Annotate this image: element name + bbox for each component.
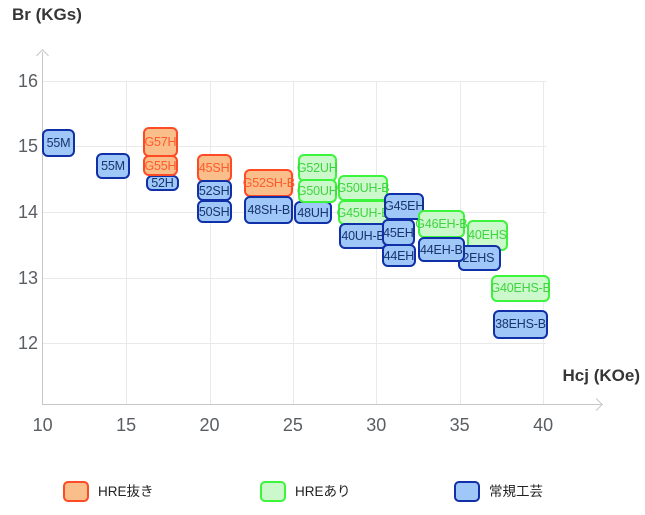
grade-box-50sh[interactable]: 50SH xyxy=(196,200,232,224)
grade-box-g52uh[interactable]: G52UH xyxy=(297,153,338,182)
gridline-h-15 xyxy=(42,146,546,148)
grade-box-g46eh-b[interactable]: G46EH-B xyxy=(415,209,468,239)
x-tick-30: 30 xyxy=(366,415,387,435)
legend: HRE抜き HREあり 常規工芸 xyxy=(0,481,645,507)
grade-box-40uh-b[interactable]: 40UH-B xyxy=(339,223,387,249)
gridline-v-15 xyxy=(126,80,128,405)
gridline-v-40 xyxy=(543,80,545,405)
grade-box-55m[interactable]: 55M xyxy=(96,152,130,180)
grade-box-52h[interactable]: 52H xyxy=(145,174,179,191)
grade-box-55m[interactable]: 55M xyxy=(42,129,76,157)
grade-box-48sh-b[interactable]: 48SH-B xyxy=(244,196,294,224)
grade-box-g40ehs-b[interactable]: G40EHS-B xyxy=(490,274,551,302)
legend-swatch-green xyxy=(260,481,286,502)
grade-box-g57h[interactable]: G57H xyxy=(142,126,179,158)
gridline-h-13 xyxy=(42,277,546,279)
grade-box-48uh[interactable]: 48UH xyxy=(293,201,333,225)
grade-box-g50uh-b[interactable]: G50UH-B xyxy=(337,175,390,202)
grade-box-44eh-b[interactable]: 44EH-B xyxy=(417,236,466,263)
grade-box-45sh[interactable]: 45SH xyxy=(196,154,232,182)
gridline-h-16 xyxy=(42,80,546,82)
legend-label: HRE抜き xyxy=(98,484,154,499)
legend-label: HREあり xyxy=(295,484,351,499)
grade-box-52sh[interactable]: 52SH xyxy=(196,179,232,202)
y-tick-12: 12 xyxy=(17,333,38,354)
grade-box-g45uh-b[interactable]: G45UH-B xyxy=(337,200,390,225)
legend-label: 常規工芸 xyxy=(489,484,543,499)
x-tick-25: 25 xyxy=(282,415,303,435)
gridline-v-20 xyxy=(209,80,211,405)
y-axis-arrow-icon xyxy=(36,49,49,62)
y-axis-title: Br (KGs) xyxy=(12,5,82,24)
x-axis-line xyxy=(42,404,601,405)
y-tick-15: 15 xyxy=(17,136,38,157)
legend-item-hre-added[interactable]: HREあり xyxy=(260,481,351,502)
y-tick-16: 16 xyxy=(17,70,38,91)
grade-box-44eh[interactable]: 44EH xyxy=(381,244,416,267)
legend-swatch-orange xyxy=(63,481,89,502)
y-axis-line xyxy=(42,52,43,405)
x-tick-10: 10 xyxy=(32,415,53,435)
x-tick-15: 15 xyxy=(116,415,137,435)
grade-box-g52sh-b[interactable]: G52SH-B xyxy=(243,168,295,198)
y-tick-13: 13 xyxy=(17,267,38,288)
legend-item-hre-removed[interactable]: HRE抜き xyxy=(63,481,154,502)
x-tick-35: 35 xyxy=(449,415,470,435)
legend-item-standard[interactable]: 常規工芸 xyxy=(454,481,543,502)
x-tick-20: 20 xyxy=(199,415,220,435)
grade-box-45eh[interactable]: 45EH xyxy=(381,219,415,246)
gridline-v-25 xyxy=(292,80,294,405)
gridline-h-12 xyxy=(42,343,546,345)
x-axis-arrow-icon xyxy=(590,398,603,411)
legend-swatch-blue xyxy=(454,481,480,502)
x-axis-title: Hcj (KOe) xyxy=(562,366,640,385)
y-tick-14: 14 xyxy=(17,201,38,222)
x-tick-40: 40 xyxy=(533,415,554,435)
grade-box-38ehs-b[interactable]: 38EHS-B xyxy=(493,309,548,339)
grade-box-g55h[interactable]: G55H xyxy=(142,154,179,177)
grade-box-g45eh[interactable]: G45EH xyxy=(383,192,424,220)
grade-box-g50uh[interactable]: G50UH xyxy=(297,179,338,204)
